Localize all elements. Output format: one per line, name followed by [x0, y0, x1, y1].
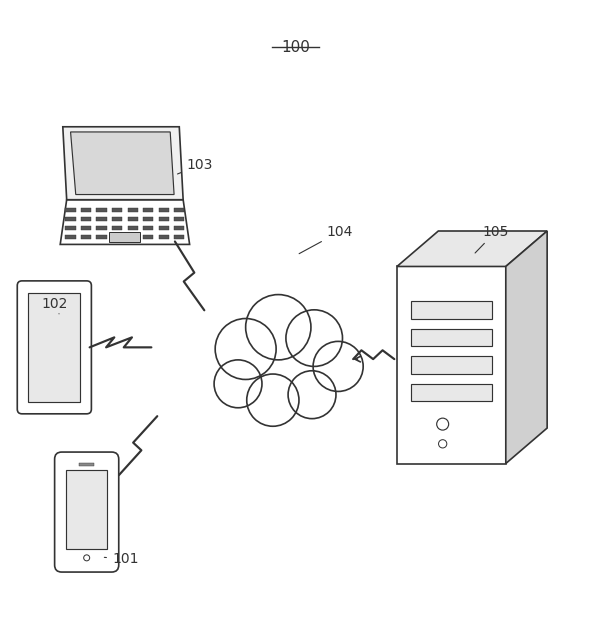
- Circle shape: [439, 440, 447, 448]
- Bar: [96, 234, 107, 239]
- FancyBboxPatch shape: [17, 281, 92, 414]
- Text: 105: 105: [475, 224, 509, 253]
- Bar: [158, 217, 169, 221]
- Text: 102: 102: [41, 297, 68, 314]
- Bar: [28, 293, 80, 402]
- Polygon shape: [397, 231, 547, 266]
- Bar: [96, 208, 107, 212]
- Bar: [143, 208, 154, 212]
- Circle shape: [219, 322, 272, 376]
- Bar: [66, 226, 76, 230]
- Circle shape: [246, 374, 299, 427]
- Bar: [96, 217, 107, 221]
- Circle shape: [215, 319, 276, 379]
- Text: 101: 101: [105, 553, 138, 566]
- Text: 100: 100: [281, 40, 310, 55]
- Polygon shape: [70, 132, 174, 195]
- Circle shape: [291, 374, 333, 416]
- Bar: [112, 208, 122, 212]
- Polygon shape: [506, 231, 547, 464]
- Bar: [174, 226, 184, 230]
- Circle shape: [288, 371, 336, 419]
- Circle shape: [214, 360, 262, 408]
- Circle shape: [249, 299, 307, 356]
- Bar: [81, 217, 91, 221]
- Bar: [158, 226, 169, 230]
- Bar: [174, 208, 184, 212]
- Bar: [81, 226, 91, 230]
- Polygon shape: [63, 127, 183, 200]
- Bar: [158, 234, 169, 239]
- Bar: [66, 470, 107, 549]
- Bar: [112, 234, 122, 239]
- Bar: [79, 463, 94, 466]
- Bar: [411, 301, 492, 319]
- Bar: [66, 234, 76, 239]
- Bar: [158, 208, 169, 212]
- Bar: [143, 217, 154, 221]
- Circle shape: [217, 363, 259, 405]
- Circle shape: [286, 310, 343, 367]
- Bar: [143, 234, 154, 239]
- Bar: [397, 266, 506, 464]
- Bar: [174, 234, 184, 239]
- Bar: [143, 226, 154, 230]
- Bar: [81, 208, 91, 212]
- Bar: [109, 232, 141, 242]
- Bar: [128, 217, 138, 221]
- Circle shape: [313, 341, 363, 391]
- Bar: [411, 384, 492, 401]
- Bar: [66, 208, 76, 212]
- Bar: [66, 217, 76, 221]
- Polygon shape: [60, 200, 190, 244]
- FancyBboxPatch shape: [54, 452, 119, 572]
- Circle shape: [437, 418, 449, 430]
- Bar: [112, 217, 122, 221]
- Bar: [174, 217, 184, 221]
- Bar: [96, 226, 107, 230]
- Text: 104: 104: [299, 224, 353, 254]
- Circle shape: [316, 345, 360, 389]
- Bar: [128, 226, 138, 230]
- Bar: [411, 328, 492, 347]
- Circle shape: [290, 313, 339, 363]
- Text: 103: 103: [177, 158, 213, 174]
- Bar: [411, 356, 492, 374]
- Bar: [112, 226, 122, 230]
- Bar: [128, 234, 138, 239]
- Circle shape: [246, 295, 311, 360]
- Bar: [128, 208, 138, 212]
- Circle shape: [250, 377, 296, 423]
- Bar: [81, 234, 91, 239]
